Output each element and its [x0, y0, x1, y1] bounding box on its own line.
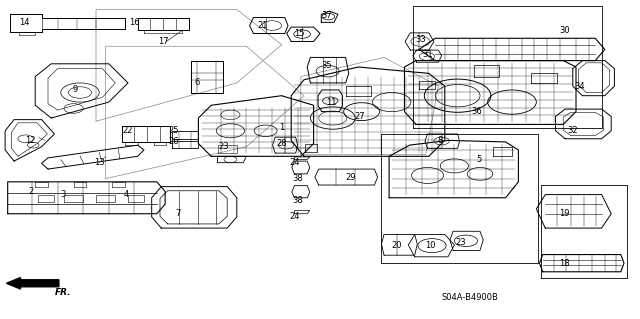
Text: 8: 8	[438, 136, 443, 145]
Text: 1: 1	[279, 123, 284, 132]
Text: 16: 16	[129, 18, 140, 27]
Text: 20: 20	[392, 241, 402, 250]
Text: 30: 30	[559, 26, 570, 35]
Text: 37: 37	[321, 11, 332, 20]
Text: 2: 2	[28, 187, 33, 196]
Text: 17: 17	[158, 37, 168, 46]
Text: 19: 19	[559, 209, 570, 218]
Text: FR.: FR.	[55, 288, 72, 297]
Text: 24: 24	[289, 158, 300, 167]
Text: S04A-B4900B: S04A-B4900B	[442, 293, 499, 302]
Text: 32: 32	[568, 126, 578, 135]
Text: 15: 15	[294, 29, 305, 38]
Text: 34: 34	[574, 82, 584, 91]
Text: 21: 21	[257, 21, 268, 30]
Text: 10: 10	[425, 241, 435, 250]
Text: 38: 38	[292, 197, 303, 205]
Text: 24: 24	[289, 212, 300, 221]
Text: 23: 23	[456, 238, 466, 247]
Text: 28: 28	[276, 139, 287, 148]
Text: 6: 6	[195, 78, 200, 87]
Text: 23: 23	[219, 142, 229, 151]
Text: 13: 13	[94, 158, 104, 167]
Text: 26: 26	[169, 137, 179, 146]
Text: 7: 7	[175, 209, 180, 218]
Text: 27: 27	[355, 112, 365, 121]
Text: 12: 12	[26, 136, 36, 145]
Text: 11: 11	[326, 98, 336, 107]
Text: 25: 25	[169, 126, 179, 135]
Text: 9: 9	[73, 85, 78, 94]
Text: 33: 33	[416, 35, 426, 44]
Text: 36: 36	[472, 107, 482, 116]
Text: 18: 18	[559, 259, 570, 268]
Text: 4: 4	[124, 190, 129, 199]
Text: 29: 29	[346, 173, 356, 182]
FancyArrow shape	[6, 278, 59, 289]
Text: 31: 31	[422, 50, 433, 59]
Text: 5: 5	[476, 155, 481, 164]
Text: 38: 38	[292, 174, 303, 183]
Text: 14: 14	[19, 18, 29, 27]
Text: 3: 3	[60, 190, 65, 199]
Text: 22: 22	[123, 126, 133, 135]
Text: 35: 35	[321, 61, 332, 70]
